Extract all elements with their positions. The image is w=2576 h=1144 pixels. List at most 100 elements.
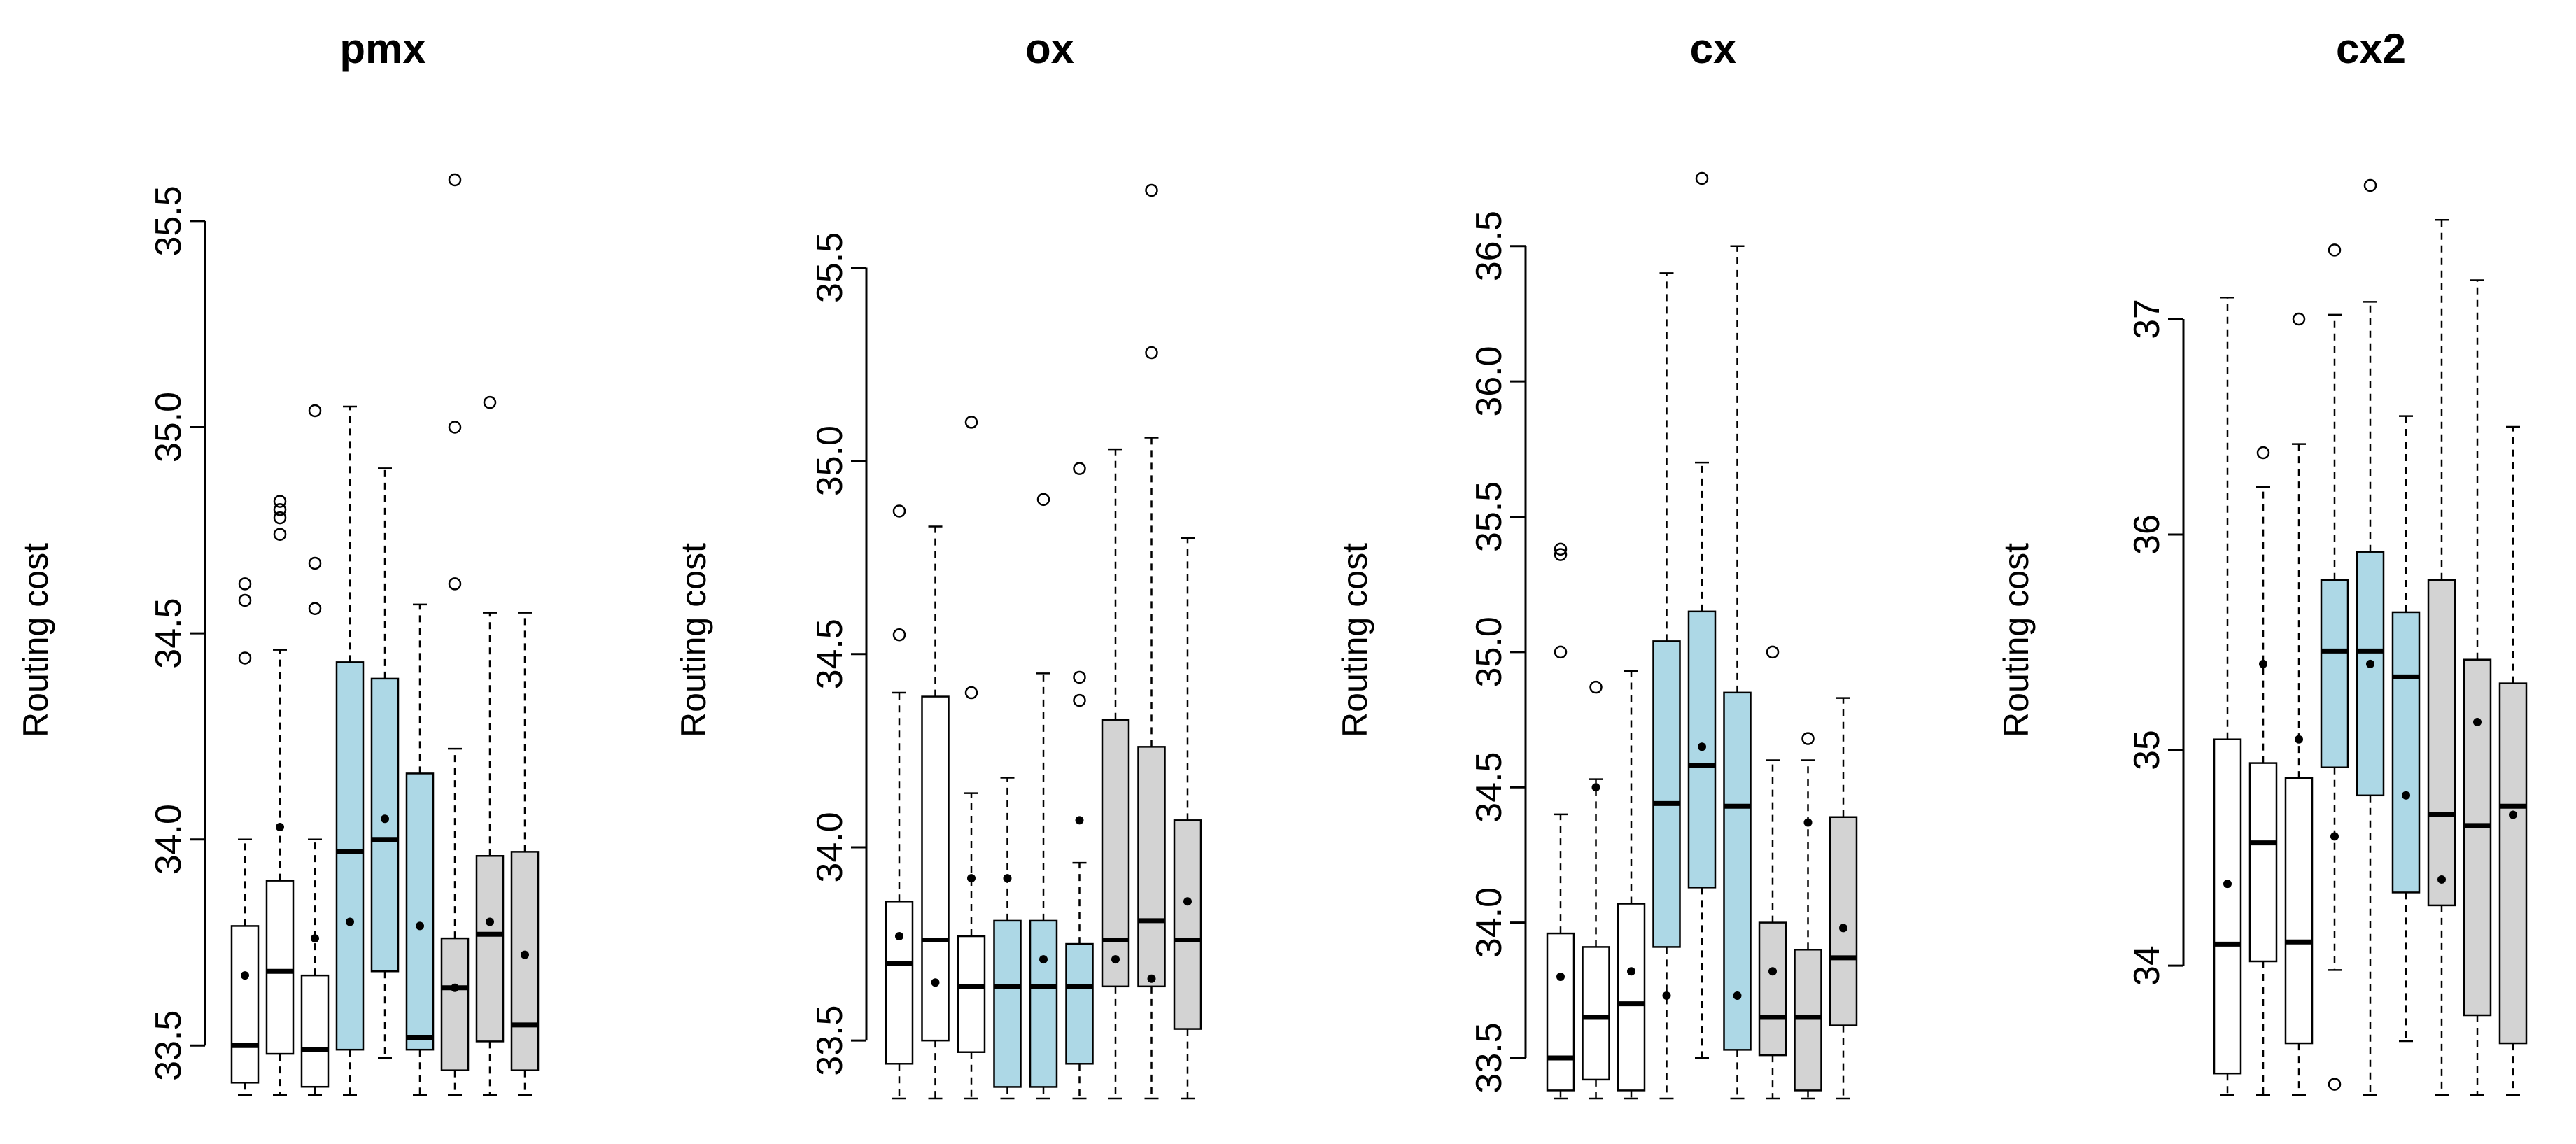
box: [921, 695, 950, 1042]
boxplot-2: [921, 525, 950, 1100]
boxplot-6: [2391, 415, 2421, 1043]
panel-cx: cx Routing cost 33.5 34.0 34.5 35.0 35.5 36.0…: [1335, 25, 1858, 1100]
boxplot-7: [1101, 448, 1130, 1100]
boxplot-8: [475, 395, 505, 1096]
mean-point: [276, 823, 284, 832]
box: [2284, 777, 2314, 1045]
outlier-point: [1073, 462, 1086, 475]
outlier-point: [1036, 493, 1050, 507]
boxplot-6: [405, 603, 435, 1096]
y-tick-label: 35.5: [810, 232, 850, 303]
panel-title: pmx: [339, 25, 425, 72]
panel-title: cx2: [2336, 25, 2406, 72]
outlier-point: [273, 503, 287, 516]
mean-point: [1839, 924, 1847, 933]
mean-point: [1803, 818, 1813, 827]
outlier-point: [483, 395, 497, 409]
box: [2427, 579, 2456, 907]
mean-point: [1111, 955, 1120, 964]
outlier-point: [892, 504, 906, 518]
outlier-point: [2256, 446, 2270, 460]
outlier-point: [964, 686, 978, 700]
box: [475, 855, 505, 1043]
box: [2498, 682, 2528, 1045]
y-tick-label: 35.5: [1469, 481, 1509, 552]
mean-point: [451, 983, 459, 992]
mean-point: [1039, 955, 1048, 964]
mean-point: [1627, 967, 1635, 976]
outlier-point: [1554, 548, 1568, 561]
outlier-point: [273, 495, 287, 508]
mean-point: [967, 874, 976, 883]
outlier-point: [448, 173, 462, 187]
mean-point: [1003, 874, 1012, 883]
box: [510, 851, 540, 1071]
box: [1029, 919, 1058, 1088]
boxplot-8: [1794, 732, 1822, 1100]
outlier-point: [1766, 645, 1780, 659]
y-tick-label: 33.5: [810, 1005, 850, 1076]
boxplot-8: [1137, 183, 1166, 1100]
box: [1794, 949, 1822, 1092]
boxplot-5: [2356, 178, 2385, 1096]
box: [2391, 611, 2421, 894]
y-axis-label: Routing cost: [674, 543, 713, 737]
mean-point: [1147, 974, 1156, 983]
outlier-point: [2328, 1078, 2342, 1091]
box: [230, 925, 260, 1084]
outlier-point: [1695, 171, 1709, 185]
outlier-point: [1554, 542, 1568, 556]
y-tick-label: 35.0: [1469, 616, 1509, 687]
outlier-point: [2363, 178, 2377, 192]
mean-point: [1075, 816, 1084, 825]
boxplot-3: [1617, 670, 1646, 1100]
mean-point: [2259, 659, 2267, 668]
outlier-point: [238, 593, 252, 607]
mean-point: [2473, 718, 2482, 727]
panel-cx2: cx2 Routing cost 34 35 36 37: [1997, 25, 2528, 1096]
outlier-point: [448, 577, 462, 591]
boxplot-2: [2248, 446, 2278, 1096]
box: [265, 880, 295, 1055]
box: [2463, 658, 2492, 1017]
mean-point: [311, 934, 319, 943]
y-tick-label: 34.5: [810, 619, 850, 689]
mean-point: [1183, 897, 1192, 906]
box: [993, 919, 1022, 1088]
panel-ox: ox Routing cost 33.5 34.0 34.5 35.0 35.5: [674, 25, 1202, 1100]
outlier-point: [2292, 312, 2306, 326]
mean-point: [416, 921, 424, 931]
box: [2248, 762, 2278, 963]
mean-point: [1591, 783, 1600, 792]
panel-title: cx: [1690, 25, 1737, 72]
box: [405, 772, 435, 1051]
panel-pmx: pmx Routing cost 33.5 34.0 34.5 35.0 35.5: [16, 25, 540, 1096]
mean-point: [2295, 735, 2303, 744]
outlier-point: [1145, 346, 1158, 360]
boxplot-9: [1173, 537, 1202, 1100]
y-tick-label: 33.5: [1469, 1022, 1509, 1093]
box: [2356, 551, 2385, 797]
mean-point: [241, 971, 249, 980]
y-tick-label: 36.5: [1469, 211, 1509, 281]
mean-point: [486, 917, 494, 926]
box: [1652, 640, 1681, 948]
mean-point: [2366, 659, 2374, 668]
box: [1173, 819, 1202, 1030]
y-tick-label: 34.5: [1469, 752, 1509, 823]
y-axis-label: Routing cost: [1997, 543, 2036, 737]
boxplot-1: [1546, 542, 1575, 1100]
mean-point: [521, 950, 529, 959]
boxplot-7: [440, 173, 470, 1096]
boxplot-4: [335, 405, 365, 1096]
y-tick-label: 36: [2127, 514, 2167, 555]
box: [2320, 579, 2349, 769]
mean-point: [1733, 991, 1742, 1001]
box: [440, 937, 470, 1071]
mean-point: [2437, 875, 2446, 884]
outlier-point: [273, 528, 287, 541]
y-tick-label: 34.0: [1469, 887, 1509, 958]
y-tick-label: 36.0: [1469, 346, 1509, 416]
box: [1723, 691, 1752, 1051]
boxplot-9: [2498, 425, 2528, 1096]
